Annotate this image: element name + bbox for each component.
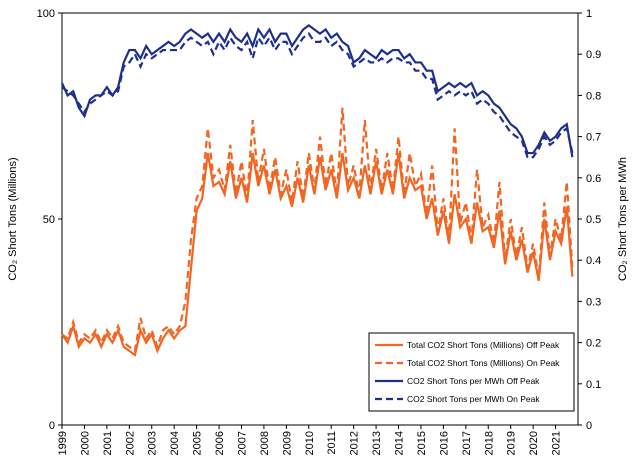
x-tick-label: 2010	[304, 431, 316, 455]
x-tick-label: 2020	[528, 431, 540, 455]
y2-tick-label: 0.9	[586, 49, 601, 61]
x-tick-label: 2014	[394, 431, 406, 455]
y-tick-label: 50	[43, 214, 55, 226]
x-tick-label: 2013	[371, 431, 383, 455]
legend-label: Total CO2 Short Tons (Millions) Off Peak	[407, 340, 560, 350]
x-tick-label: 2015	[416, 431, 428, 455]
series-line	[61, 32, 574, 159]
series-line	[61, 107, 574, 353]
x-tick-label: 2018	[483, 431, 495, 455]
x-tick-label: 2009	[281, 431, 293, 455]
y2-tick-label: 0.8	[586, 90, 601, 102]
y2-tick-label: 0.1	[586, 379, 601, 391]
y-tick-label: 0	[49, 420, 55, 432]
legend-label: CO2 Short Tons per MWh On Peak	[407, 394, 540, 404]
x-tick-label: 2021	[551, 431, 563, 455]
y2-tick-label: 0.3	[586, 296, 601, 308]
y2-tick-label: 0.6	[586, 173, 601, 185]
series-line	[61, 152, 574, 357]
x-tick-label: 2017	[461, 431, 473, 455]
x-tick-label: 2011	[326, 431, 338, 455]
x-tick-label: 2004	[169, 431, 181, 455]
y2-tick-label: 0.4	[586, 255, 601, 267]
y2-tick-label: 0.5	[586, 214, 601, 226]
y2-tick-label: 0	[586, 420, 592, 432]
x-tick-label: 2006	[214, 431, 226, 455]
legend-label: CO2 Short Tons per MWh Off Peak	[407, 376, 540, 386]
x-tick-label: 2007	[236, 431, 248, 455]
x-tick-label: 2000	[79, 431, 91, 455]
x-tick-label: 2012	[349, 431, 361, 455]
legend-label: Total CO2 Short Tons (Millions) On Peak	[407, 358, 560, 368]
y2-axis-label: CO₂ Short Tons per MWh	[617, 157, 629, 281]
x-tick-label: 1999	[57, 431, 69, 455]
x-tick-label: 2001	[102, 431, 114, 455]
y2-tick-label: 0.2	[586, 338, 601, 350]
x-tick-label: 2008	[259, 431, 271, 455]
x-tick-label: 2005	[192, 431, 204, 455]
y2-tick-label: 1	[586, 8, 592, 20]
y-tick-label: 100	[37, 8, 55, 20]
series-line	[60, 23, 574, 158]
x-tick-label: 2019	[506, 431, 518, 455]
x-tick-label: 2016	[438, 431, 450, 455]
x-tick-label: 2003	[147, 431, 159, 455]
y2-tick-label: 0.7	[586, 132, 601, 144]
x-tick-label: 2002	[124, 431, 136, 455]
legend-box	[368, 332, 575, 412]
y-axis-label: CO₂ Short Tons (Millions)	[7, 157, 19, 280]
